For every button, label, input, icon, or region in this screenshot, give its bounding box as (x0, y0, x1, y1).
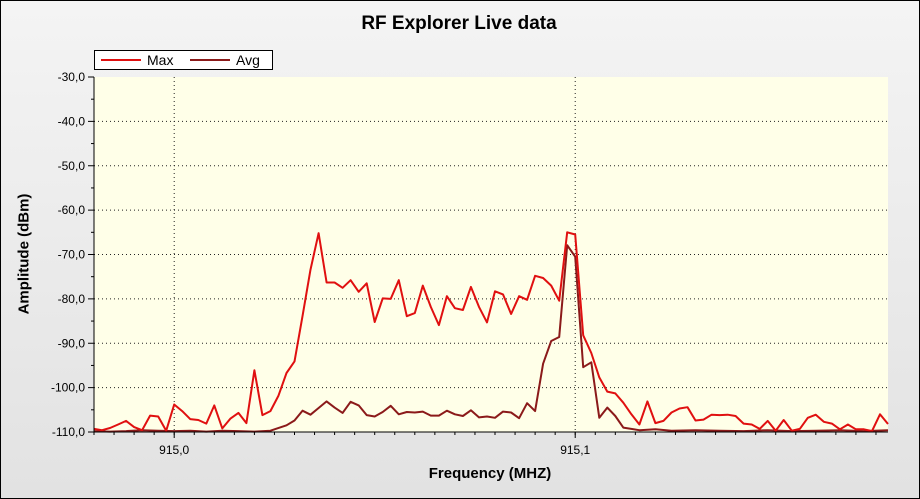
plot-area (94, 77, 888, 432)
y-tick-label: -100,0 (51, 381, 85, 395)
series-line-max (93, 231, 889, 433)
y-tick-label: -60,0 (58, 203, 86, 217)
plot-background (94, 77, 888, 432)
x-tick-label: 915,1 (560, 443, 590, 457)
chart-title: RF Explorer Live data (361, 13, 557, 34)
series-line-avg (93, 244, 889, 433)
grid-lines (94, 77, 888, 432)
legend-item-max: Max (101, 51, 181, 69)
chart-legend: Max Avg (94, 50, 273, 70)
x-axis-label: Frequency (MHZ) (428, 465, 552, 482)
y-tick-label: -30,0 (58, 70, 86, 84)
series-lines (93, 231, 889, 433)
y-tick-label: -110,0 (52, 425, 85, 439)
legend-label-max: Max (147, 52, 174, 68)
legend-swatch-max (101, 59, 141, 61)
y-tick-label: -90,0 (58, 336, 86, 350)
legend-swatch-avg (190, 59, 230, 61)
legend-item-avg: Avg (190, 51, 270, 69)
legend-label-avg: Avg (236, 52, 260, 68)
y-tick-label: -70,0 (58, 248, 86, 262)
axes: -30,0 -40,0 -50,0 -60,0 -70,0 -80,0 -90,0 -100,… (51, 70, 888, 457)
x-tick-label: 915,0 (159, 443, 189, 457)
y-tick-label: -40,0 (58, 114, 86, 128)
y-axis-label: Amplitude (dBm) (15, 193, 33, 315)
y-tick-label: -50,0 (58, 159, 86, 173)
y-tick-label: -80,0 (58, 292, 86, 306)
